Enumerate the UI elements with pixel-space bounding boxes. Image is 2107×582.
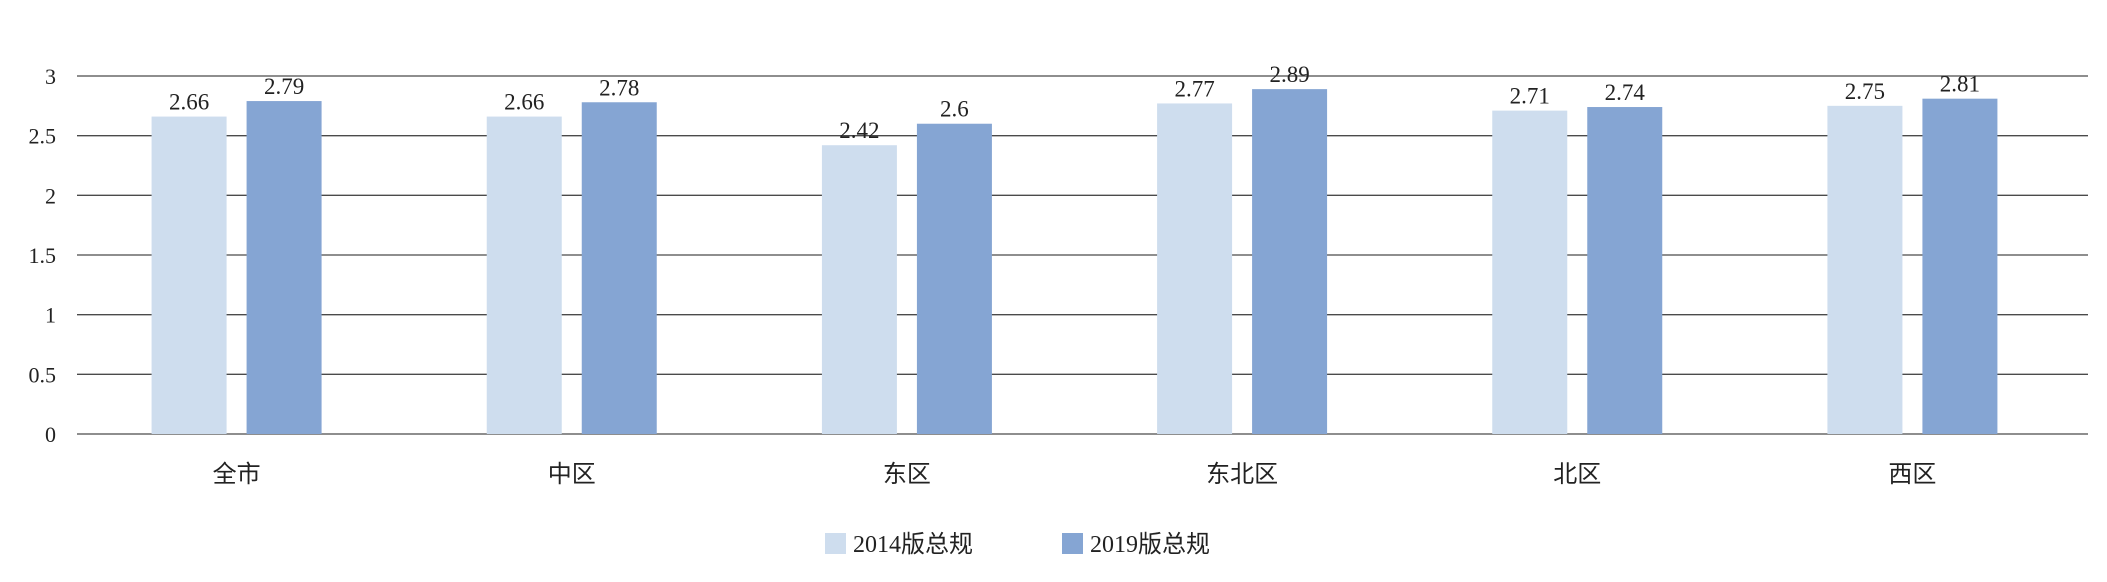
bar-series-2 <box>581 102 657 435</box>
y-tick-label: 1.5 <box>29 243 57 268</box>
legend-swatch <box>1062 533 1083 554</box>
y-tick-label: 0 <box>45 422 56 447</box>
data-label: 2.81 <box>1940 72 1980 97</box>
bar-series-2 <box>1922 98 1998 434</box>
y-tick-label: 1 <box>45 303 56 328</box>
bar-series-1 <box>821 145 897 435</box>
bar-series-1 <box>1157 103 1233 435</box>
bar-series-2 <box>246 101 322 434</box>
legend-label: 2019版总规 <box>1090 531 1210 558</box>
bar-series-2 <box>1252 89 1328 435</box>
category-label: 东区 <box>883 460 931 488</box>
bar-series-2 <box>1587 107 1663 434</box>
legend-label: 2014版总规 <box>853 531 973 558</box>
y-tick-label: 2.5 <box>29 124 57 149</box>
category-label: 东北区 <box>1206 460 1278 488</box>
legend-swatch <box>825 533 846 554</box>
y-tick-label: 0.5 <box>29 362 57 387</box>
y-tick-label: 2 <box>45 183 56 208</box>
category-label: 全市 <box>213 460 261 488</box>
data-label: 2.66 <box>504 90 544 115</box>
data-label: 2.77 <box>1174 76 1214 101</box>
bar-series-1 <box>1492 110 1568 435</box>
data-label: 2.79 <box>264 74 304 99</box>
bar-series-1 <box>151 116 227 434</box>
bar-series-1 <box>486 116 562 434</box>
data-label: 2.78 <box>599 75 639 100</box>
data-label: 2.75 <box>1845 79 1885 104</box>
data-label: 2.74 <box>1605 80 1646 105</box>
data-label: 2.89 <box>1269 62 1309 87</box>
bars <box>151 89 1998 435</box>
data-label: 2.71 <box>1510 84 1550 109</box>
bar-series-1 <box>1827 105 1903 434</box>
data-label: 2.42 <box>839 118 879 143</box>
category-label: 中区 <box>548 460 596 488</box>
data-label: 2.6 <box>940 97 969 122</box>
category-label: 西区 <box>1888 460 1936 488</box>
y-tick-label: 3 <box>45 64 56 89</box>
gridlines <box>77 75 2088 435</box>
category-label: 北区 <box>1553 460 1601 488</box>
data-label: 2.66 <box>169 90 209 115</box>
y-axis-ticks: 0 0.5 1 1.5 2 2.5 3 <box>29 64 57 447</box>
legend: 2014版总规 2019版总规 <box>825 531 1210 558</box>
data-labels: 2.66 2.79 2.66 2.78 2.42 2.6 2.77 2.89 2.71 2.74 2… <box>169 62 1980 143</box>
x-axis-categories: 全市 中区 东区 东北区 北区 西区 <box>213 460 1937 488</box>
bar-series-2 <box>916 123 992 434</box>
